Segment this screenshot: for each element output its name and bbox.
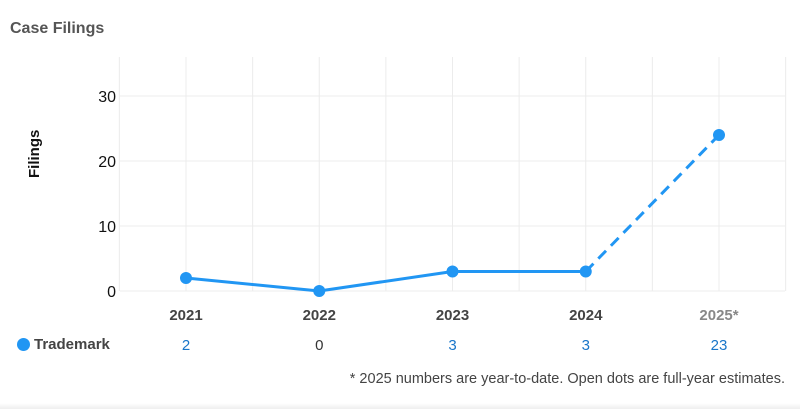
x-tick-label: 2025* bbox=[699, 307, 738, 324]
legend-dot-icon bbox=[17, 338, 30, 351]
x-tick-label: 2023 bbox=[436, 307, 469, 324]
y-tick-label: 20 bbox=[98, 154, 116, 171]
y-tick-label: 30 bbox=[98, 89, 116, 106]
data-point bbox=[446, 265, 459, 278]
legend-trademark[interactable]: Trademark bbox=[17, 336, 110, 353]
y-tick-label: 0 bbox=[107, 284, 116, 301]
legend-label: Trademark bbox=[34, 336, 110, 353]
data-point bbox=[579, 265, 592, 278]
y-tick-label: 10 bbox=[98, 219, 116, 236]
count-value[interactable]: 23 bbox=[710, 337, 728, 354]
data-point bbox=[713, 129, 725, 141]
count-value: 0 bbox=[315, 337, 324, 354]
x-tick-label: 2021 bbox=[169, 307, 202, 324]
count-value[interactable]: 3 bbox=[581, 337, 590, 354]
x-tick-label: 2024 bbox=[569, 307, 603, 324]
series-line-solid bbox=[185, 270, 586, 293]
count-value[interactable]: 3 bbox=[448, 337, 457, 354]
count-value[interactable]: 2 bbox=[181, 337, 191, 354]
footnote: * 2025 numbers are year-to-date. Open do… bbox=[349, 371, 785, 387]
bottom-shade bbox=[0, 403, 800, 409]
card-title: Case Filings bbox=[10, 20, 105, 37]
series-line-dashed bbox=[584, 133, 721, 273]
y-axis-label: Filings bbox=[26, 129, 43, 178]
x-tick-label: 2022 bbox=[303, 307, 336, 324]
data-point bbox=[313, 285, 326, 297]
data-point bbox=[180, 272, 192, 284]
